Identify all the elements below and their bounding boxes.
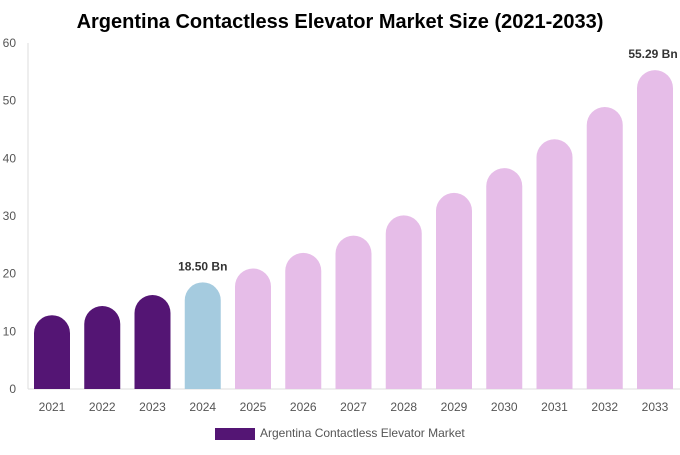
x-tick-label: 2028 <box>390 400 417 414</box>
bar-2027 <box>335 235 372 389</box>
x-tick-label: 2024 <box>189 400 216 414</box>
bar-2022 <box>84 305 121 389</box>
data-label: 18.50 Bn <box>178 259 227 273</box>
x-tick-label: 2026 <box>290 400 317 414</box>
y-tick-label: 0 <box>9 382 16 396</box>
bar-2021 <box>34 315 70 389</box>
x-tick-label: 2031 <box>541 400 568 414</box>
x-tick-label: 2033 <box>642 400 669 414</box>
y-tick-label: 30 <box>3 209 17 223</box>
y-tick-label: 20 <box>3 267 17 281</box>
bar-2026 <box>285 252 322 389</box>
x-tick-label: 2023 <box>139 400 166 414</box>
bar-2028 <box>385 215 422 389</box>
bar-2029 <box>436 192 472 389</box>
bar-2031 <box>536 139 573 389</box>
x-tick-label: 2021 <box>39 400 66 414</box>
y-tick-label: 40 <box>3 151 17 165</box>
x-tick-label: 2027 <box>340 400 367 414</box>
data-label: 55.29 Bn <box>628 47 677 61</box>
legend-label: Argentina Contactless Elevator Market <box>260 426 465 440</box>
y-tick-label: 50 <box>3 94 17 108</box>
x-tick-label: 2032 <box>591 400 618 414</box>
y-tick-label: 10 <box>3 324 17 338</box>
chart-title: Argentina Contactless Elevator Market Si… <box>77 11 604 33</box>
bar-2024 <box>184 282 221 389</box>
bar-2030 <box>486 168 523 389</box>
bar-2032 <box>586 107 623 389</box>
legend-swatch <box>215 428 255 440</box>
x-tick-label: 2030 <box>491 400 518 414</box>
legend: Argentina Contactless Elevator Market <box>215 426 465 440</box>
bar-2025 <box>235 268 271 389</box>
y-tick-label: 60 <box>3 36 17 50</box>
x-tick-label: 2022 <box>89 400 116 414</box>
bar-2033 <box>637 70 673 389</box>
bar-2023 <box>134 295 171 389</box>
x-tick-label: 2029 <box>441 400 468 414</box>
x-tick-label: 2025 <box>240 400 267 414</box>
